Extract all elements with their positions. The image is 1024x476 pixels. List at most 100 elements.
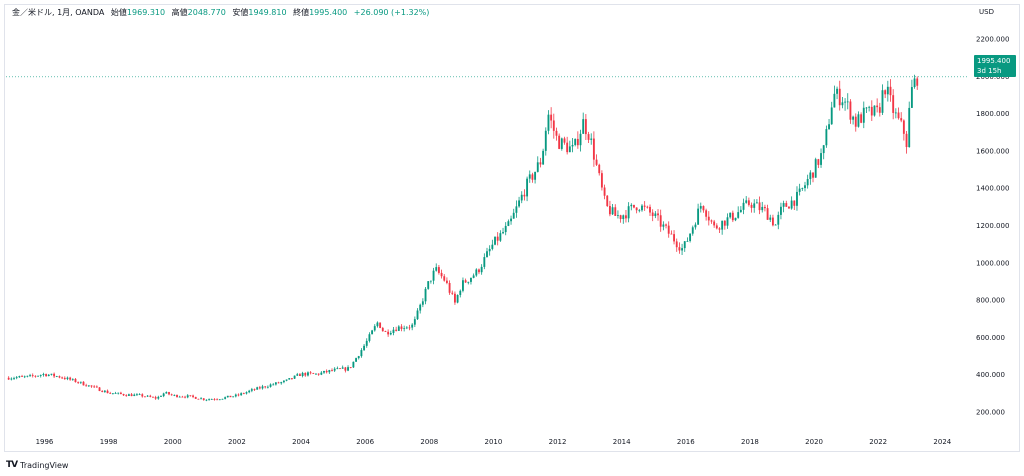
candle <box>39 374 42 378</box>
candle <box>884 89 887 99</box>
candle <box>475 268 478 277</box>
x-tick-label: 1998 <box>100 438 118 446</box>
candle <box>173 394 176 397</box>
candle <box>339 367 341 370</box>
candle <box>274 381 277 386</box>
y-tick-label: 2200.000 <box>976 36 1009 44</box>
candle <box>103 390 106 393</box>
y-tick-label: 400.000 <box>976 371 1005 379</box>
candle <box>13 376 15 380</box>
candle <box>336 366 339 370</box>
candle <box>411 323 414 331</box>
candle <box>742 198 745 215</box>
candle <box>352 361 355 368</box>
candle <box>550 107 553 129</box>
y-tick-label: 1000.000 <box>976 259 1009 267</box>
candle <box>499 230 502 242</box>
candle <box>117 392 120 395</box>
candle <box>491 239 494 251</box>
candle <box>713 219 716 228</box>
candle <box>558 133 561 150</box>
candle <box>141 393 144 398</box>
candle <box>622 214 625 224</box>
candle <box>261 384 264 390</box>
candle <box>459 289 462 298</box>
candle <box>838 80 841 111</box>
candle <box>111 393 114 395</box>
candle <box>10 377 13 381</box>
candle <box>766 204 769 220</box>
low-label: 安値 <box>232 8 249 17</box>
candle <box>649 204 651 217</box>
candle <box>296 372 299 376</box>
candle <box>429 280 432 284</box>
candle <box>881 84 884 116</box>
candle <box>470 277 472 285</box>
x-tick-label: 2000 <box>164 438 182 446</box>
candle <box>697 203 700 225</box>
candle <box>277 381 280 384</box>
symbol-label[interactable]: 金／米ドル, 1月, OANDA <box>12 8 105 17</box>
candle <box>662 221 665 231</box>
close-label: 終値 <box>293 8 310 17</box>
candle <box>833 85 836 108</box>
candle <box>208 398 211 401</box>
candle <box>568 140 571 153</box>
candle <box>445 277 448 285</box>
candle <box>144 396 146 398</box>
candle <box>619 214 622 223</box>
candle <box>192 394 194 399</box>
candle <box>371 329 374 335</box>
candle <box>413 316 416 328</box>
candle <box>763 204 766 212</box>
candles <box>6 74 968 402</box>
candle <box>250 387 253 393</box>
candle <box>93 385 96 388</box>
candle <box>397 325 400 332</box>
candle <box>95 385 98 388</box>
candle <box>488 245 491 256</box>
candle <box>707 211 710 226</box>
candle <box>443 274 446 282</box>
candle <box>894 108 897 119</box>
candle <box>168 391 170 396</box>
candle <box>240 392 243 396</box>
candle <box>852 115 855 125</box>
x-tick-label: 1996 <box>36 438 54 446</box>
candle <box>665 223 667 229</box>
candle <box>320 371 323 376</box>
brand-footer[interactable]: TV TradingView <box>6 460 68 470</box>
candle <box>85 383 88 387</box>
candle <box>200 397 203 400</box>
candle <box>889 79 892 102</box>
candle <box>202 398 205 401</box>
candle <box>23 375 26 379</box>
candle <box>264 386 267 389</box>
x-tick-label: 2018 <box>741 438 759 446</box>
y-tick-label: 1200.000 <box>976 222 1009 230</box>
candle <box>657 209 659 221</box>
candle <box>293 375 296 380</box>
candle <box>160 395 162 398</box>
candle <box>814 157 817 178</box>
candle <box>221 398 224 400</box>
candle <box>825 125 828 148</box>
candle <box>31 373 34 378</box>
candle <box>873 105 876 117</box>
candle <box>515 200 518 218</box>
candle <box>133 393 136 397</box>
candle <box>154 395 157 400</box>
currency-label[interactable]: USD <box>979 8 994 16</box>
candle <box>79 381 82 385</box>
candle <box>563 136 566 145</box>
candle <box>782 200 785 213</box>
candle <box>699 202 702 213</box>
candle <box>828 119 830 130</box>
candle <box>280 381 283 385</box>
candle <box>363 344 366 352</box>
high-value: 2048.770 <box>187 8 226 17</box>
candle <box>421 298 424 308</box>
candle <box>451 290 454 295</box>
candle <box>178 395 181 398</box>
